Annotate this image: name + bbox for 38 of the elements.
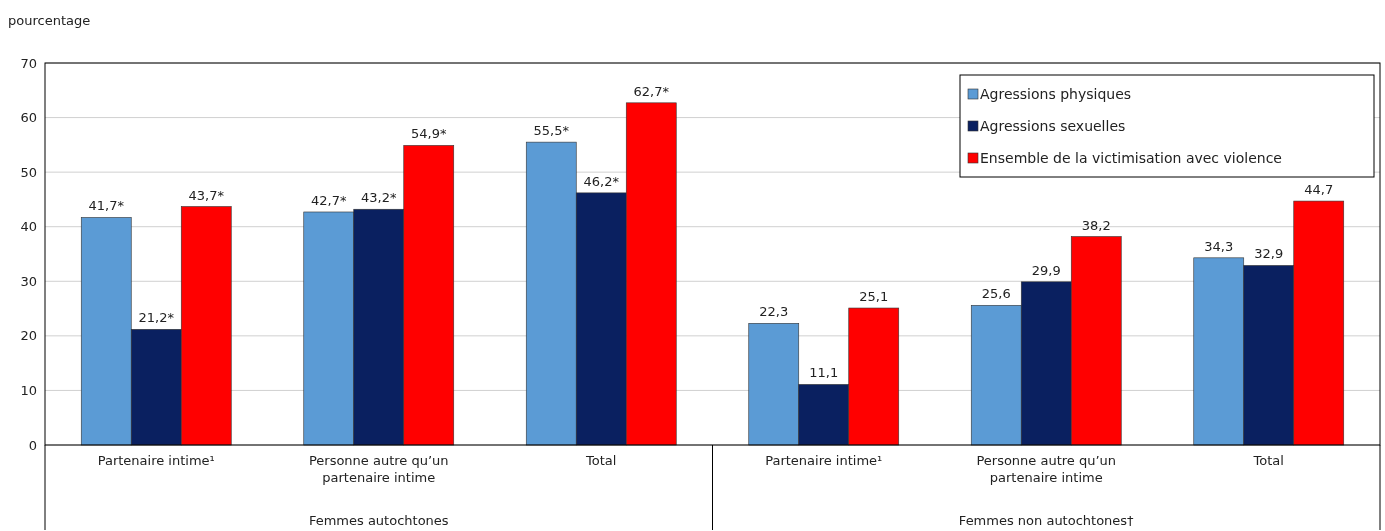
data-label: 46,2*: [583, 173, 620, 189]
data-label: 54,9*: [411, 126, 447, 142]
y-tick-label: 10: [20, 382, 37, 398]
y-tick-label: 60: [20, 110, 37, 126]
y-tick-label: 20: [20, 328, 37, 344]
y-tick-label: 40: [20, 219, 37, 235]
x-tick-label: Partenaire intime¹: [97, 453, 215, 468]
y-tick-label: 0: [28, 437, 37, 453]
data-label: 34,3: [1204, 238, 1234, 254]
legend-label: Agressions sexuelles: [980, 117, 1126, 134]
data-label: 44,7: [1304, 182, 1334, 198]
data-label: 32,9: [1254, 246, 1284, 262]
x-tick-label: Total: [1252, 453, 1284, 468]
data-label: 41,7*: [88, 198, 125, 214]
data-label: 21,2*: [138, 310, 175, 326]
y-tick-label: 30: [20, 273, 37, 289]
x-tick-label: Personne autre qu’un partenaire intime: [308, 453, 449, 485]
data-label: 25,6: [981, 286, 1011, 302]
data-label: 62,7*: [633, 83, 670, 99]
legend-label: Agressions physiques: [980, 85, 1132, 102]
y-axis-title: pourcentage: [8, 13, 91, 28]
legend-label: Ensemble de la victimisation avec violence: [980, 149, 1282, 166]
x-tick-label: Partenaire intime¹: [765, 453, 883, 468]
text: Femmes autochtones: [308, 513, 449, 528]
data-label: 55,5*: [533, 123, 570, 139]
data-label: 42,7*: [311, 192, 347, 208]
text: Femmes non autochtones†: [958, 513, 1135, 528]
data-label: 43,2*: [361, 190, 397, 206]
data-label: 43,7*: [188, 187, 225, 203]
x-tick-label: Personne autre qu’un partenaire intime: [976, 453, 1117, 485]
data-label: 29,9: [1031, 262, 1061, 278]
data-label: 25,1: [859, 289, 889, 305]
data-label: 11,1: [809, 365, 839, 381]
y-tick-label: 50: [20, 164, 37, 180]
data-label: 38,2: [1081, 217, 1111, 233]
data-label: 22,3: [759, 304, 789, 320]
x-tick-label: Total: [585, 453, 617, 468]
y-tick-label: 70: [20, 55, 37, 71]
